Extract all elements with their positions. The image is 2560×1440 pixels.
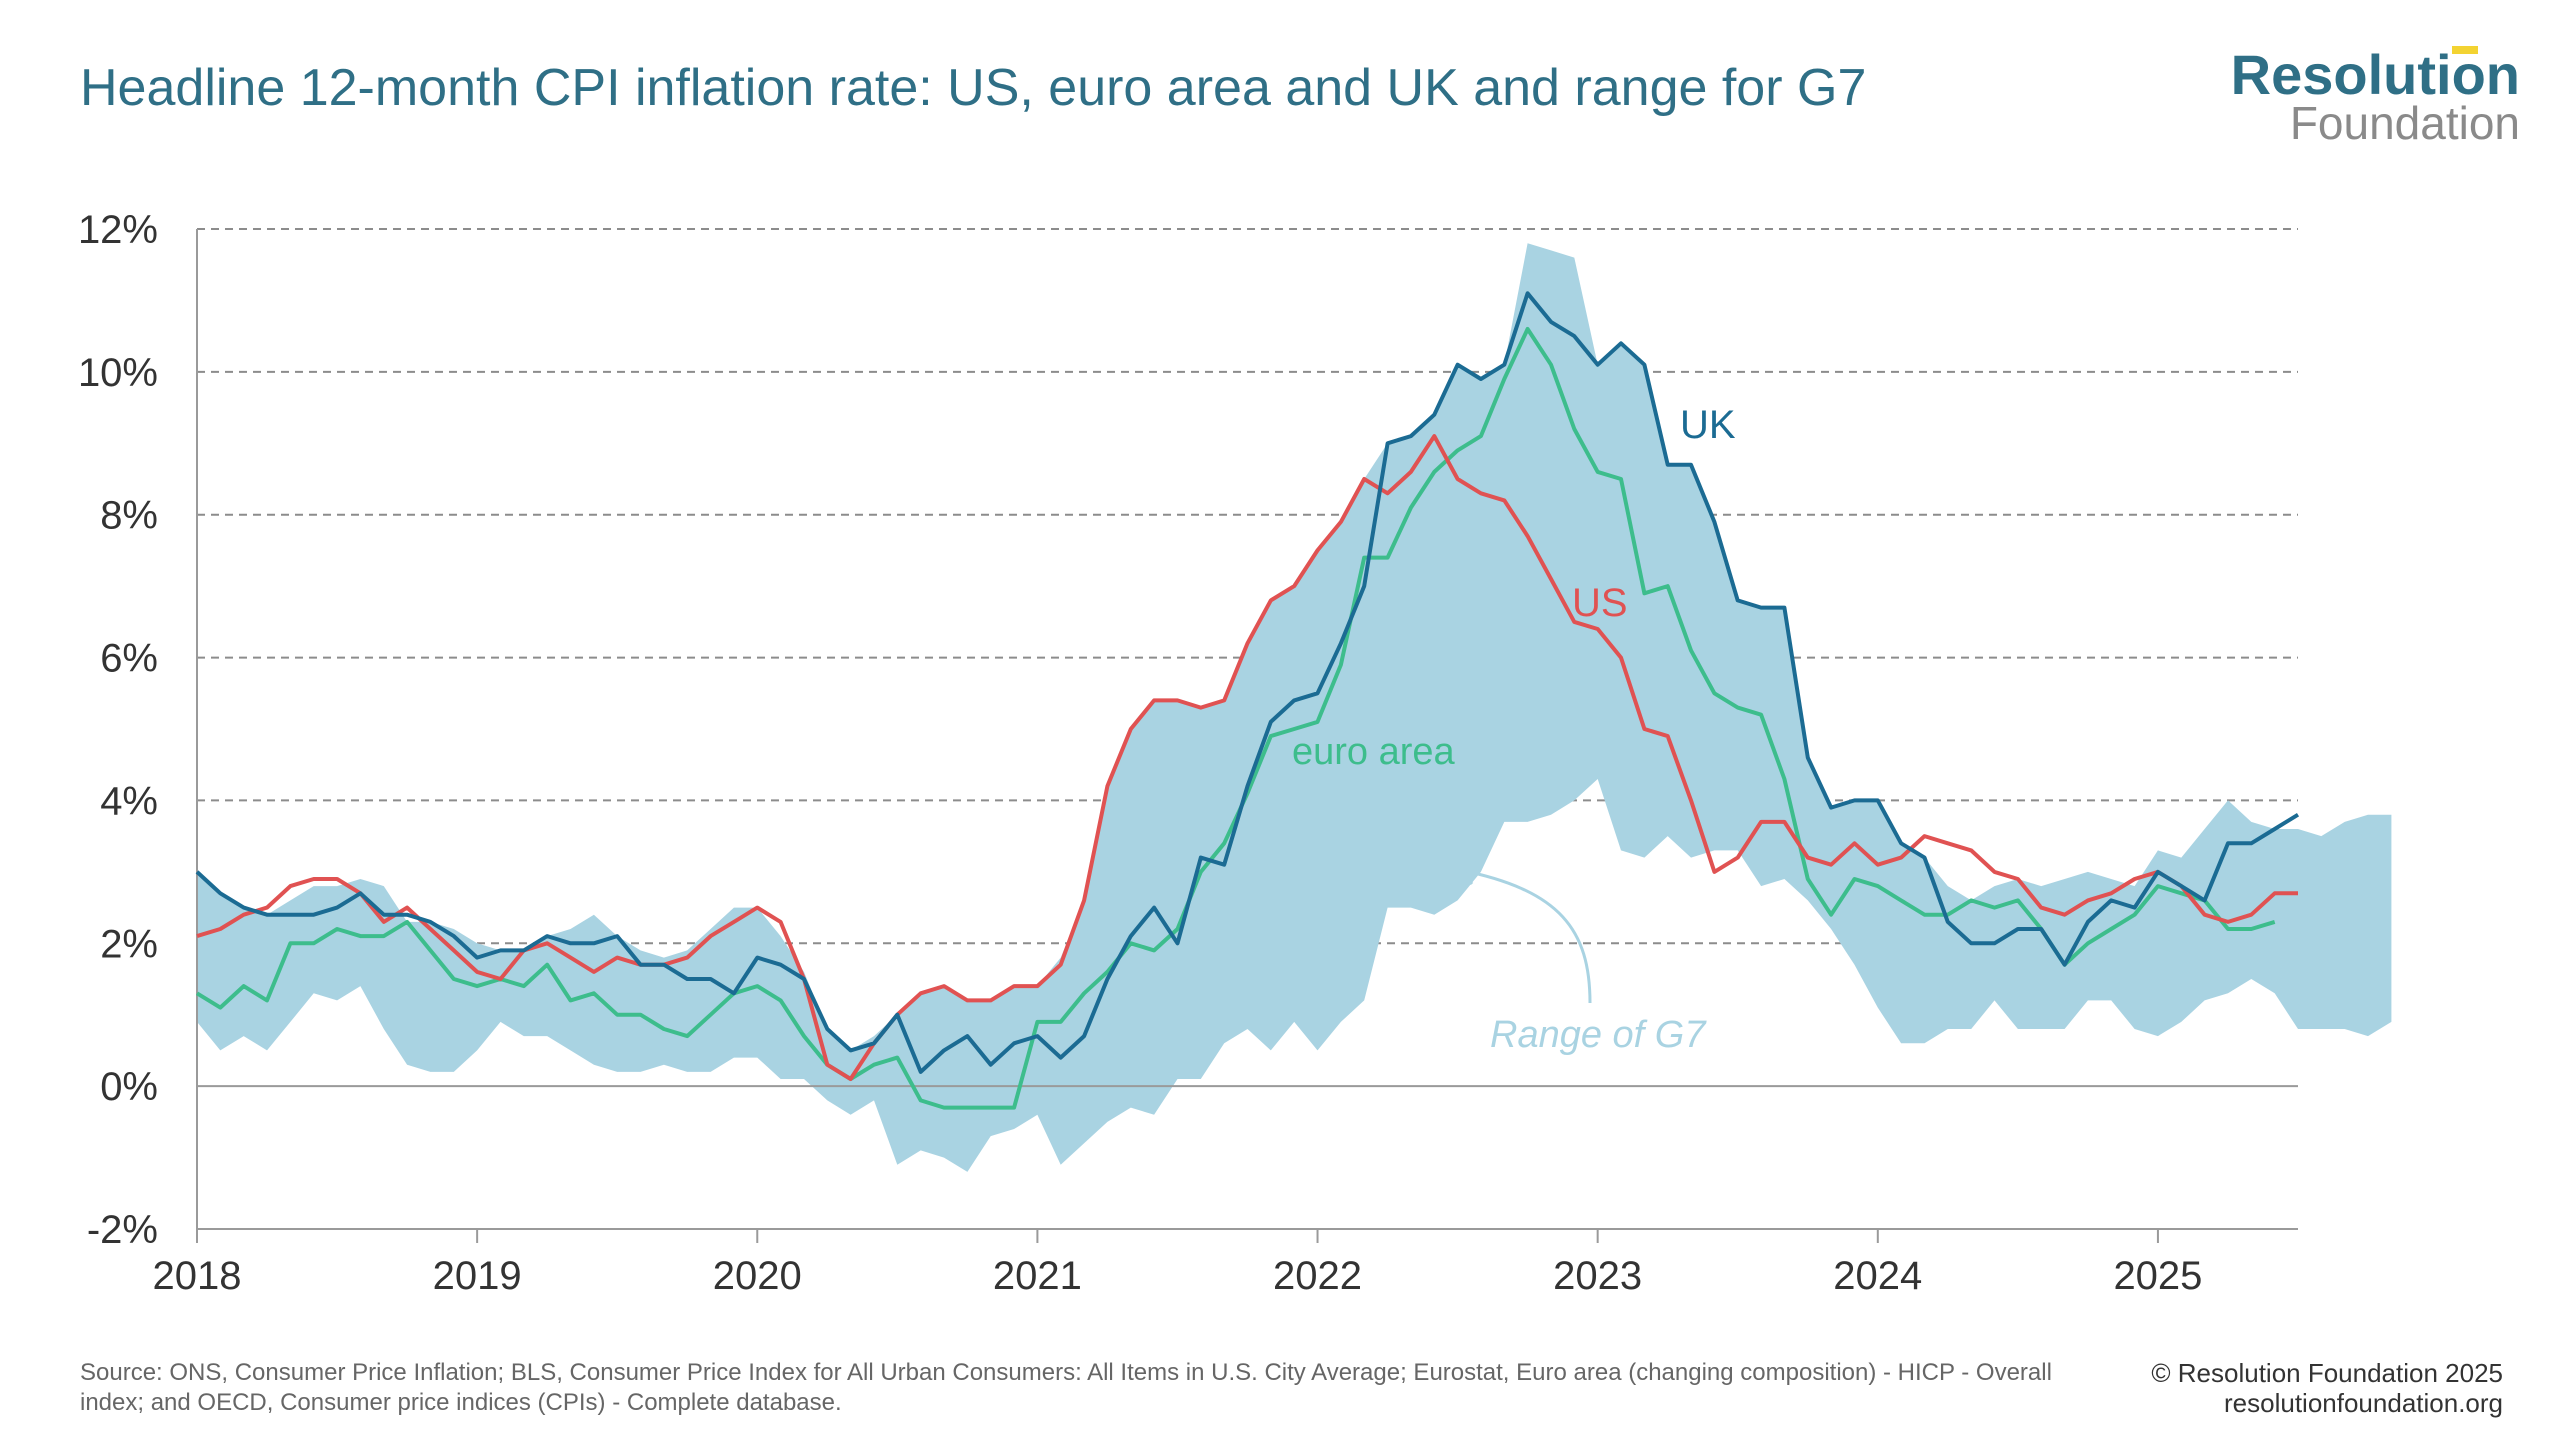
series-lines bbox=[195, 291, 2300, 1110]
x-tick-label: 2024 bbox=[1833, 1254, 1922, 1298]
y-tick-label: 0% bbox=[100, 1065, 158, 1109]
us-series-line bbox=[196, 434, 2298, 1081]
axes bbox=[196, 229, 2298, 1243]
g7-range-pointer-arrowhead bbox=[1458, 860, 1477, 885]
x-tick-label: 2025 bbox=[2113, 1254, 2202, 1298]
g7-range-label: Range of G7 bbox=[1490, 1014, 1707, 1056]
copyright-block: © Resolution Foundation 2025 resolutionf… bbox=[2151, 1358, 2503, 1418]
y-tick-label: 8% bbox=[100, 494, 158, 538]
x-tick-label: 2020 bbox=[713, 1254, 802, 1298]
y-tick-label: 10% bbox=[78, 351, 158, 395]
x-tick-label: 2022 bbox=[1273, 1254, 1362, 1298]
y-tick-label: 6% bbox=[100, 637, 158, 681]
y-tick-label: 2% bbox=[100, 922, 158, 966]
copyright-line: © Resolution Foundation 2025 bbox=[2151, 1358, 2503, 1388]
g7-range-band bbox=[197, 243, 2392, 1172]
resolution-foundation-logo: Resolution Foundation bbox=[2200, 42, 2520, 152]
tick-labels: -2% 0% 2% 4% 6% 8% 10% 12% 2018 2019 2020 2021 2022 2… bbox=[78, 208, 2202, 1298]
logo-accent-mark bbox=[2452, 46, 2478, 54]
y-tick-label: 4% bbox=[100, 779, 158, 823]
annotations: UK US euro area Range of G7 bbox=[1292, 403, 1736, 1056]
x-tick-label: 2018 bbox=[153, 1254, 242, 1298]
g7-range-band-layer bbox=[197, 243, 2392, 1172]
us-label: US bbox=[1572, 581, 1628, 625]
logo-line-1: Resolution bbox=[2230, 43, 2520, 106]
y-tick-label: 12% bbox=[78, 208, 158, 252]
y-tick-label: -2% bbox=[87, 1208, 158, 1252]
x-tick-label: 2023 bbox=[1553, 1254, 1642, 1298]
source-note: Source: ONS, Consumer Price Inflation; B… bbox=[80, 1359, 2052, 1416]
website-link[interactable]: resolutionfoundation.org bbox=[2224, 1388, 2503, 1418]
uk-label: UK bbox=[1680, 403, 1736, 447]
euro-area-label: euro area bbox=[1292, 731, 1456, 773]
chart-title: Headline 12-month CPI inflation rate: US… bbox=[80, 59, 1867, 117]
g7-range-pointer-arrow bbox=[1459, 868, 1592, 1004]
x-tick-label: 2021 bbox=[993, 1254, 1082, 1298]
uk-series-line bbox=[195, 291, 2300, 1074]
x-tick-label: 2019 bbox=[433, 1254, 522, 1298]
logo-line-2: Foundation bbox=[2289, 97, 2520, 149]
euro-area-series-line bbox=[195, 327, 2276, 1110]
